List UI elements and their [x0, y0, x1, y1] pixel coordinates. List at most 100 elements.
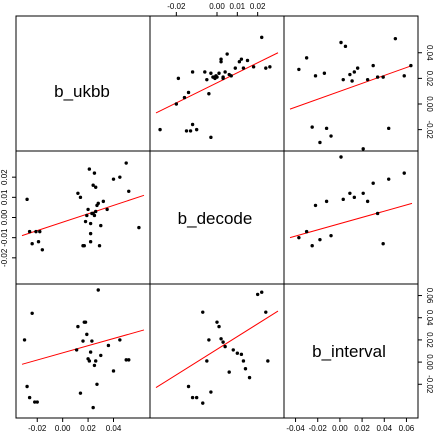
data-point	[297, 235, 301, 240]
data-point	[375, 211, 380, 216]
data-point	[76, 324, 80, 329]
data-point	[268, 65, 272, 69]
data-point	[190, 70, 195, 74]
data-point	[34, 229, 38, 234]
bottom-axis-b-ukbb: -0.02 0.00 0.02 0.04	[28, 418, 122, 433]
data-point	[365, 77, 370, 82]
data-point	[83, 219, 88, 224]
data-point	[223, 70, 227, 74]
data-point	[227, 370, 231, 374]
data-point	[217, 324, 221, 329]
data-point	[313, 74, 318, 78]
data-point	[371, 181, 375, 185]
data-point	[339, 40, 343, 45]
data-point	[97, 244, 102, 248]
tick-label: -0.02	[309, 424, 328, 433]
data-point	[375, 75, 380, 79]
data-point	[324, 126, 329, 131]
data-point	[231, 348, 235, 352]
fit-line	[21, 194, 145, 237]
data-point	[86, 207, 90, 212]
data-point	[255, 292, 260, 297]
data-point	[304, 56, 309, 60]
data-point	[313, 203, 318, 208]
diag-label-b-interval: b_interval	[312, 342, 386, 361]
data-point	[348, 191, 352, 195]
tick-label: 0.06	[425, 288, 434, 304]
data-point	[239, 352, 244, 357]
data-point	[186, 384, 191, 389]
data-point	[318, 237, 322, 242]
data-point	[35, 400, 39, 404]
data-point	[350, 79, 354, 83]
data-point	[387, 126, 391, 131]
panel-frame-r1-c1	[149, 150, 285, 285]
data-point	[365, 199, 370, 204]
tick-label: 0.01	[0, 189, 9, 205]
data-point	[217, 71, 221, 75]
scatter-panel-b_interval-vs-b_ukbb	[21, 288, 145, 410]
data-point	[127, 189, 131, 193]
data-point	[111, 369, 116, 373]
tick-label: 0.02	[354, 424, 370, 433]
panel-frame-r1-c0	[15, 150, 151, 285]
data-point	[30, 311, 34, 315]
tick-label: -0.02	[425, 375, 434, 394]
data-point	[245, 58, 250, 63]
scatter-panel-b_ukbb-vs-b_interval	[289, 36, 413, 151]
panel-frame-r2-c2	[283, 283, 419, 419]
data-point	[95, 382, 99, 386]
panel-frame-r2-c1	[149, 283, 285, 419]
data-point	[78, 391, 83, 395]
tick-label: 0.02	[250, 2, 266, 11]
tick-label: -0.04	[286, 424, 305, 433]
data-point	[381, 242, 385, 246]
data-point	[264, 310, 268, 314]
data-point	[209, 390, 213, 394]
data-point	[393, 36, 398, 41]
data-point	[221, 340, 225, 344]
data-point	[233, 66, 237, 70]
data-point	[205, 359, 209, 363]
tick-label: 0.01	[230, 2, 246, 11]
data-point	[201, 401, 205, 405]
tick-label: 0.04	[425, 310, 434, 326]
data-point	[85, 213, 89, 218]
data-point	[219, 337, 223, 341]
data-point	[87, 359, 92, 363]
tick-label: 0.00	[425, 354, 434, 370]
panel-frame-r2-c0	[15, 283, 151, 419]
data-point	[297, 67, 301, 72]
data-point	[124, 161, 128, 165]
data-point	[229, 74, 233, 78]
panel-frame-r1-c2	[283, 150, 419, 285]
data-point	[94, 359, 98, 363]
tick-label: 0.02	[425, 71, 434, 87]
fit-line	[289, 65, 413, 110]
data-point	[237, 60, 242, 64]
data-point	[101, 199, 106, 204]
data-point	[343, 44, 348, 49]
data-point	[190, 122, 195, 127]
diag-label-b-decode: b_decode	[178, 209, 253, 228]
data-point	[91, 405, 95, 410]
tick-label: -0.01	[0, 228, 9, 247]
data-point	[74, 348, 79, 352]
panel-frame-r0-c0	[15, 15, 151, 152]
panel-frame-r0-c2	[283, 15, 419, 152]
data-point	[241, 359, 246, 363]
scatter-panel-b_decode-vs-b_ukbb	[21, 161, 145, 252]
data-point	[324, 199, 329, 204]
data-point	[264, 66, 268, 70]
data-point	[221, 76, 225, 81]
data-point	[188, 129, 193, 133]
data-point	[92, 171, 97, 175]
tick-label: -0.02	[0, 248, 9, 267]
data-point	[260, 290, 264, 294]
fit-line	[155, 310, 279, 389]
data-point	[409, 63, 413, 68]
data-point	[118, 175, 122, 179]
data-point	[219, 60, 223, 64]
data-point	[215, 75, 219, 79]
data-point	[127, 358, 131, 362]
